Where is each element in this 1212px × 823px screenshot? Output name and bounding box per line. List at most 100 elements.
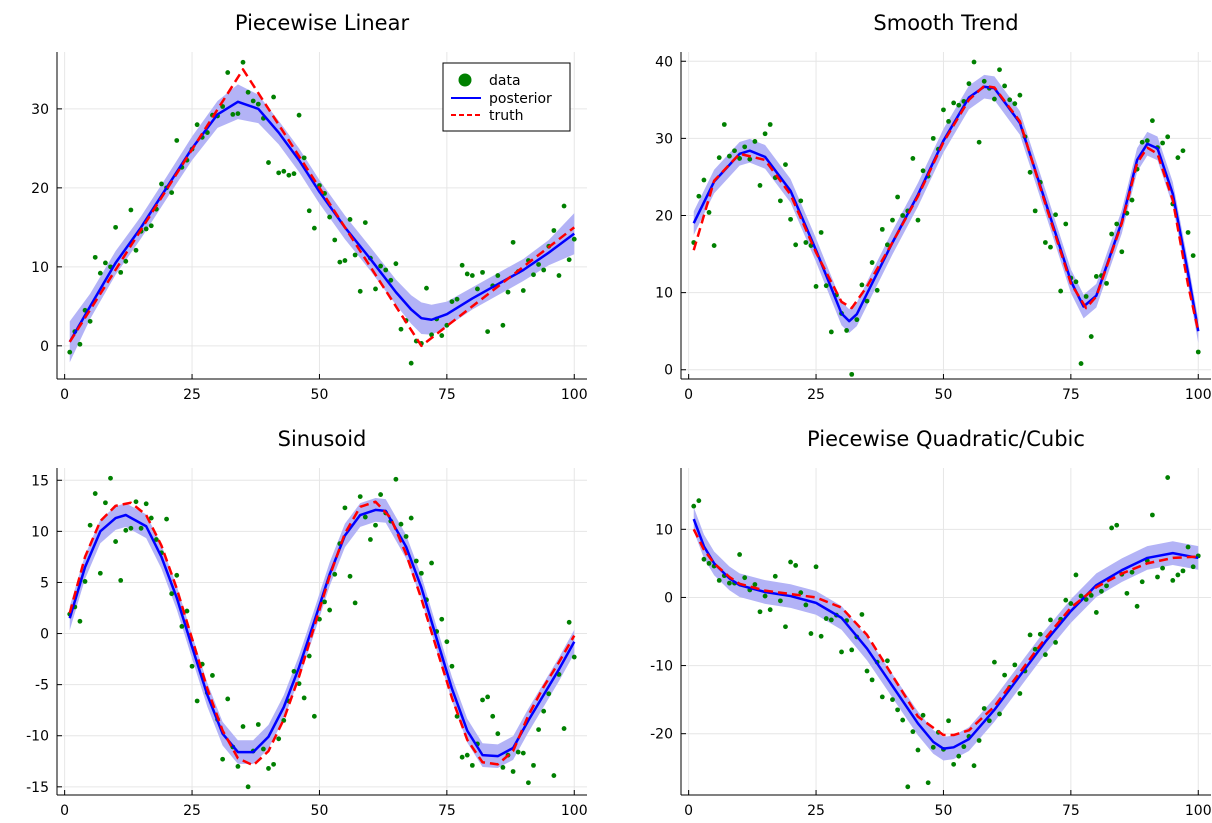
data-point	[311, 713, 317, 719]
posterior-band	[69, 84, 575, 363]
data-point	[286, 172, 292, 178]
data-point	[1017, 691, 1023, 696]
data-point	[342, 258, 348, 263]
data-point	[1129, 197, 1135, 203]
truth-line	[692, 528, 1199, 737]
data-point	[1027, 169, 1033, 175]
data-point	[103, 500, 108, 506]
data-point	[1078, 593, 1084, 599]
data-point	[505, 289, 511, 295]
data-point	[1119, 249, 1125, 255]
data-point	[296, 112, 302, 118]
data-point	[469, 273, 475, 278]
data-point	[408, 515, 414, 521]
data-point	[118, 578, 124, 583]
data-point	[189, 663, 195, 669]
data-point	[783, 162, 788, 167]
data-point	[711, 243, 717, 248]
data-point	[495, 731, 501, 737]
data-point	[230, 111, 236, 117]
data-point	[317, 616, 322, 622]
data-point	[266, 766, 271, 771]
posterior-line	[692, 85, 1200, 332]
data-point	[966, 81, 972, 87]
data-point	[393, 476, 399, 482]
subplot-piecewise-linear: Piecewise Linear 0 25 50 75 100 0 10 20 30 data pos…	[31, 11, 587, 403]
x-tick-label: 75	[1062, 803, 1080, 819]
data-point	[1170, 578, 1176, 583]
data-point	[87, 522, 93, 528]
data-point	[403, 534, 409, 539]
data-point	[869, 260, 875, 265]
data-point	[347, 217, 353, 222]
data-point	[895, 707, 900, 713]
data-point	[210, 673, 215, 678]
data-point	[1149, 118, 1155, 124]
legend-marker-data	[458, 73, 472, 87]
subplot-title: Smooth Trend	[873, 11, 1018, 35]
data-point	[706, 210, 712, 215]
data-point	[818, 633, 824, 639]
data-point	[716, 578, 722, 583]
data-point	[1104, 583, 1109, 589]
data-point	[82, 579, 88, 584]
data-point	[194, 698, 200, 704]
data-point	[1175, 572, 1181, 578]
y-tick-label: 30	[655, 131, 673, 147]
data-point	[245, 89, 251, 95]
data-point	[148, 223, 154, 229]
data-point	[306, 208, 312, 214]
data-point	[133, 499, 139, 505]
data-point	[1165, 134, 1171, 140]
data-point	[368, 537, 373, 542]
data-point	[803, 240, 809, 245]
data-point	[393, 261, 399, 267]
data-point	[752, 139, 758, 144]
data-point	[561, 203, 567, 209]
data-point	[910, 156, 916, 161]
plot-area	[67, 475, 577, 790]
data-point	[551, 228, 557, 233]
data-point	[520, 288, 526, 293]
data-point	[1042, 240, 1048, 245]
data-point	[1017, 92, 1023, 98]
data-point	[424, 285, 429, 291]
posterior-band	[693, 507, 1199, 761]
posterior-line	[692, 518, 1199, 750]
data-point	[956, 102, 962, 108]
data-point	[378, 263, 384, 269]
x-tick-label: 0	[60, 803, 69, 819]
x-tick-label: 0	[684, 803, 693, 819]
data-point	[536, 262, 541, 267]
data-point	[1160, 140, 1165, 146]
data-point	[87, 318, 93, 324]
data-point	[971, 59, 977, 65]
data-point	[976, 738, 982, 743]
data-point	[1180, 148, 1186, 154]
data-point	[930, 135, 936, 141]
data-point	[103, 260, 108, 266]
data-point	[900, 717, 906, 723]
data-point	[986, 718, 992, 724]
data-point	[143, 501, 149, 507]
data-point	[930, 744, 936, 750]
data-point	[1093, 274, 1099, 279]
data-point	[352, 600, 358, 606]
data-point	[174, 572, 180, 578]
truth-line	[692, 84, 1200, 332]
data-point	[1042, 652, 1048, 658]
x-tick-label: 25	[183, 387, 201, 403]
data-point	[772, 573, 778, 579]
data-point	[77, 341, 83, 347]
data-point	[561, 726, 567, 731]
data-point	[1032, 646, 1038, 652]
data-point	[696, 498, 702, 504]
data-point	[849, 647, 855, 653]
data-point	[464, 271, 470, 277]
data-point	[113, 539, 119, 544]
data-point	[1195, 349, 1201, 355]
data-point	[976, 139, 982, 145]
data-point	[798, 590, 804, 596]
data-point	[250, 98, 256, 104]
data-point	[128, 207, 134, 213]
